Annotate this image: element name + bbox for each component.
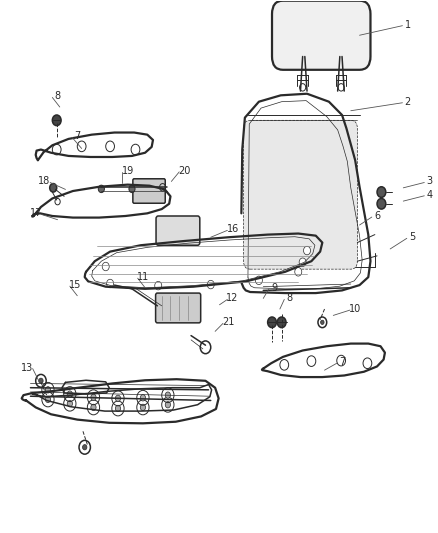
Circle shape — [140, 404, 145, 410]
Circle shape — [67, 391, 72, 397]
FancyBboxPatch shape — [155, 293, 200, 323]
Circle shape — [165, 401, 170, 408]
Circle shape — [255, 276, 262, 285]
Circle shape — [376, 187, 385, 197]
Text: 7: 7 — [74, 131, 80, 141]
Circle shape — [165, 392, 170, 398]
Text: 13: 13 — [21, 362, 33, 373]
Text: 1: 1 — [404, 20, 410, 30]
Circle shape — [45, 396, 50, 402]
Text: 5: 5 — [408, 232, 414, 243]
Circle shape — [277, 317, 286, 328]
Circle shape — [298, 258, 305, 266]
Circle shape — [91, 404, 96, 410]
Circle shape — [106, 279, 113, 288]
FancyBboxPatch shape — [133, 179, 165, 203]
Circle shape — [49, 183, 57, 192]
Circle shape — [154, 281, 161, 290]
Text: 15: 15 — [69, 280, 81, 290]
Circle shape — [91, 394, 96, 400]
Text: 3: 3 — [426, 176, 431, 187]
Circle shape — [303, 246, 310, 255]
FancyBboxPatch shape — [243, 120, 357, 269]
Circle shape — [98, 185, 104, 192]
Circle shape — [294, 268, 301, 276]
Text: 8: 8 — [54, 91, 60, 101]
Text: 8: 8 — [286, 293, 292, 303]
Text: 6: 6 — [373, 211, 379, 221]
Circle shape — [82, 445, 87, 450]
Text: 17: 17 — [29, 208, 42, 219]
Circle shape — [129, 185, 135, 192]
Text: 9: 9 — [271, 283, 277, 293]
Circle shape — [320, 320, 323, 325]
Circle shape — [115, 405, 120, 411]
Circle shape — [140, 394, 145, 401]
Circle shape — [207, 280, 214, 289]
Text: 18: 18 — [38, 176, 50, 187]
Text: 11: 11 — [137, 272, 149, 282]
Text: 12: 12 — [226, 293, 238, 303]
FancyBboxPatch shape — [155, 216, 199, 245]
Text: 7: 7 — [338, 357, 344, 367]
Circle shape — [67, 400, 72, 407]
Text: 21: 21 — [222, 317, 234, 327]
Circle shape — [102, 262, 109, 271]
Text: 16: 16 — [226, 224, 238, 235]
Text: 19: 19 — [121, 166, 134, 176]
Text: 10: 10 — [348, 304, 360, 314]
Circle shape — [376, 198, 385, 209]
Text: 2: 2 — [404, 96, 410, 107]
Circle shape — [45, 386, 50, 393]
Circle shape — [52, 115, 61, 126]
Circle shape — [39, 378, 43, 383]
Text: 4: 4 — [426, 190, 431, 200]
Circle shape — [115, 395, 120, 401]
Circle shape — [267, 317, 276, 328]
FancyBboxPatch shape — [272, 1, 370, 70]
Text: 20: 20 — [178, 166, 190, 176]
